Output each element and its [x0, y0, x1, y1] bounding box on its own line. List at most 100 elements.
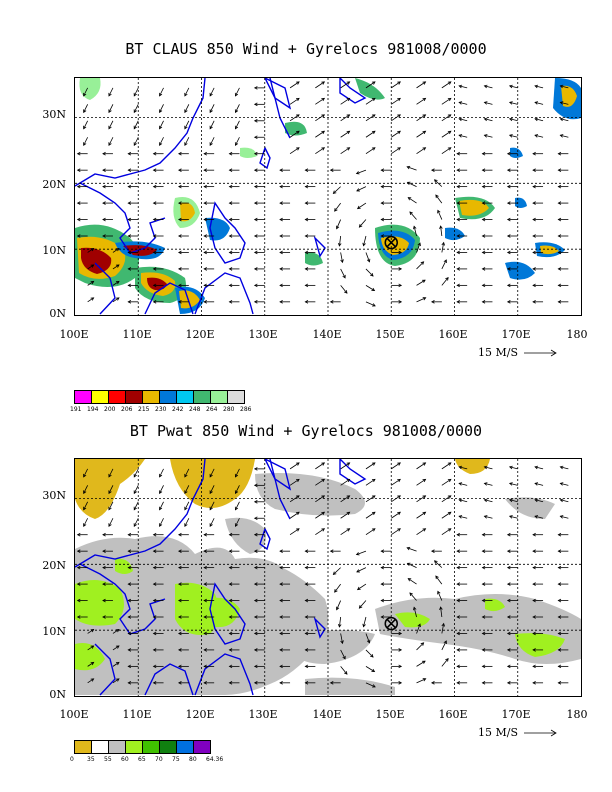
- wind-vector-head: [159, 523, 163, 527]
- wind-vector: [315, 98, 325, 105]
- colorbar-swatch: [108, 740, 126, 754]
- wind-vector: [108, 518, 114, 527]
- wind-vector: [112, 248, 120, 253]
- wind-vector-head: [481, 168, 486, 172]
- wind-vector-head: [76, 217, 81, 222]
- wind-vector: [315, 495, 325, 503]
- wind-vector: [459, 85, 468, 89]
- wind-vector-head: [102, 549, 106, 553]
- wind-vector-head: [102, 582, 106, 586]
- wind-vector-head: [152, 151, 157, 156]
- wind-vector: [441, 277, 449, 286]
- wind-vector-head: [534, 498, 539, 503]
- wind-vector: [289, 462, 300, 470]
- wind-vector-head: [508, 465, 513, 470]
- wind-vector-head: [532, 184, 536, 189]
- wind-vector: [416, 660, 426, 667]
- wind-vector: [340, 98, 350, 105]
- wind-vector-head: [279, 648, 283, 652]
- wind-vector-head: [532, 300, 536, 304]
- wind-vector: [365, 511, 376, 519]
- wind-vector-head: [372, 684, 376, 688]
- wind-vector-head: [534, 84, 539, 89]
- wind-vector-head: [203, 582, 207, 586]
- wind-vector: [235, 468, 240, 478]
- reference-vector-label: 15 M/S: [478, 726, 518, 739]
- wind-vector: [441, 242, 445, 253]
- wind-vector-head: [76, 565, 81, 570]
- wind-vector-head: [203, 681, 207, 685]
- wind-vector-head: [253, 168, 258, 172]
- wind-vector-head: [371, 462, 376, 466]
- wind-vector: [416, 528, 426, 536]
- y-label-10n: 10N: [42, 625, 66, 638]
- wind-vector-head: [203, 267, 207, 271]
- wind-vector-head: [559, 134, 564, 138]
- wind-vector: [209, 518, 215, 527]
- wind-vector-head: [346, 511, 351, 516]
- wind-vector-head: [209, 473, 213, 478]
- wind-vector-head: [102, 168, 106, 172]
- wind-vector-head: [557, 201, 562, 205]
- wind-vector: [112, 264, 120, 270]
- wind-vector-head: [83, 92, 87, 97]
- wind-vector-head: [340, 640, 344, 645]
- wind-vector-head: [209, 523, 213, 527]
- wind-vector-head: [337, 623, 342, 628]
- reference-vector-label: 15 M/S: [478, 346, 518, 359]
- wind-vector: [209, 104, 215, 113]
- wind-vector: [340, 81, 350, 89]
- wind-vector: [315, 479, 325, 486]
- wind-vector-head: [253, 283, 258, 288]
- colorbar-tick-label: 200: [104, 406, 116, 413]
- wind-vector-head: [304, 582, 309, 586]
- wind-vector-head: [456, 234, 460, 238]
- wind-vector-head: [127, 549, 132, 553]
- y-label-0n: 0N: [49, 688, 66, 701]
- wind-vector-head: [90, 678, 95, 682]
- wind-vector-head: [304, 648, 309, 652]
- wind-vector: [159, 137, 164, 146]
- wind-vector-head: [481, 565, 486, 570]
- wind-vector: [365, 666, 375, 672]
- wind-vector: [365, 462, 376, 470]
- wind-vector-head: [203, 648, 207, 652]
- wind-vector: [336, 219, 342, 229]
- wind-vector-head: [483, 498, 488, 503]
- colorbar-swatch: [193, 740, 211, 754]
- wind-vector-head: [152, 532, 157, 537]
- wind-vector: [108, 87, 114, 97]
- wind-vector: [409, 592, 417, 601]
- wind-vector-head: [321, 511, 326, 516]
- wind-vector-head: [532, 234, 536, 238]
- wind-vector-head: [321, 528, 326, 532]
- wind-vector-head: [296, 478, 300, 483]
- wind-vector: [159, 501, 164, 510]
- wind-vector-head: [447, 495, 452, 499]
- wind-vector-head: [371, 511, 376, 516]
- wind-vector-head: [447, 114, 452, 118]
- wind-vector-head: [447, 511, 452, 516]
- wind-vector-head: [532, 168, 536, 172]
- wind-vector: [159, 485, 164, 494]
- wind-vector-head: [559, 84, 564, 89]
- wind-vector: [441, 495, 452, 503]
- wind-vector-head: [412, 225, 417, 230]
- wind-vector-head: [133, 473, 137, 478]
- x-label-160e: 160E: [438, 708, 468, 721]
- colorbar-swatch: [210, 390, 228, 404]
- wind-vector-head: [433, 560, 438, 564]
- wind-vector: [459, 515, 468, 519]
- wind-vector-head: [304, 631, 309, 636]
- wind-vector-head: [83, 109, 87, 114]
- wind-vector-head: [356, 569, 360, 573]
- wind-vector: [133, 120, 139, 129]
- wind-vector-head: [371, 130, 376, 135]
- wind-vector-head: [506, 565, 511, 570]
- wind-vector-head: [102, 565, 106, 570]
- wind-vector-head: [397, 478, 401, 483]
- wind-vector: [407, 547, 417, 552]
- wind-vector: [534, 515, 544, 519]
- colorbar-tick-label: 75: [172, 756, 180, 763]
- wind-vector: [340, 649, 346, 660]
